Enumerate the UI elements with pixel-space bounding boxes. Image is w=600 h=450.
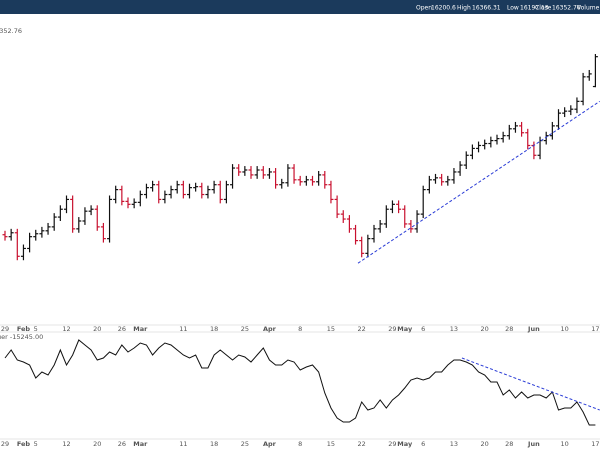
x-tick-label: 29 — [388, 325, 396, 333]
header: Open 16200.6 High 16366.31 Low 16197.13 … — [416, 5, 600, 12]
x-tick-label: May — [397, 325, 413, 333]
x-tick-label: 6 — [421, 440, 425, 448]
x-tick-label: 18 — [210, 325, 218, 333]
high-label: High — [457, 5, 471, 12]
x-tick-label: 17 — [591, 440, 599, 448]
x-tick-label: 20 — [93, 325, 101, 333]
x-tick-label: 5 — [34, 440, 38, 448]
x-tick-label: 5 — [34, 325, 38, 333]
indicator-label: uer -15245.00 — [0, 333, 43, 341]
low-label: Low — [507, 5, 519, 12]
x-tick-label: 20 — [481, 440, 489, 448]
x-tick-label: 11 — [179, 440, 187, 448]
x-tick-label: 10 — [561, 440, 569, 448]
open-label: Open — [416, 5, 432, 12]
x-tick-label: Jun — [527, 440, 540, 448]
x-tick-label: 20 — [93, 440, 101, 448]
x-tick-label: 29 — [1, 325, 9, 333]
x-tick-label: Mar — [133, 440, 148, 448]
x-tick-label: 22 — [358, 325, 366, 333]
x-tick-label: 15 — [327, 440, 335, 448]
x-tick-label: 13 — [450, 440, 458, 448]
x-tick-label: Apr — [263, 440, 277, 448]
x-tick-label: 29 — [388, 440, 396, 448]
x-tick-label: Feb — [17, 325, 31, 333]
x-tick-label: 20 — [481, 325, 489, 333]
close-value: 16352.76 — [552, 5, 581, 12]
x-tick-label: 8 — [298, 440, 302, 448]
trendline — [357, 100, 600, 264]
x-tick-label: 12 — [62, 440, 70, 448]
x-tick-label: Jun — [527, 325, 540, 333]
x-tick-label: 25 — [241, 440, 249, 448]
x-tick-label: 28 — [505, 440, 513, 448]
high-value: 16366.31 — [472, 5, 501, 12]
x-tick-label: 15 — [327, 325, 335, 333]
last-price: 16352.76 — [0, 27, 22, 35]
x-tick-label: 29 — [1, 440, 9, 448]
x-tick-label: Apr — [263, 325, 277, 333]
x-tick-label: Feb — [17, 440, 31, 448]
x-tick-label: Mar — [133, 325, 148, 333]
x-tick-label: 11 — [179, 325, 187, 333]
x-tick-label: 22 — [358, 440, 366, 448]
x-tick-label: 12 — [62, 325, 70, 333]
x-tick-label: 10 — [561, 325, 569, 333]
x-tick-label: 17 — [591, 325, 599, 333]
trendline — [461, 357, 600, 411]
x-tick-label: 8 — [298, 325, 302, 333]
open-value: 16200.6 — [431, 5, 456, 12]
indicator-line — [4, 339, 596, 426]
low-value: 16197.13 — [520, 5, 549, 12]
close-label: Close — [535, 5, 552, 12]
x-tick-label: 26 — [118, 325, 126, 333]
x-tick-label: 6 — [421, 325, 425, 333]
x-tick-label: May — [397, 440, 413, 448]
x-tick-label: 28 — [505, 325, 513, 333]
x-tick-label: 25 — [241, 325, 249, 333]
volume-label: Volume — [577, 5, 600, 12]
x-tick-label: 26 — [118, 440, 126, 448]
x-tick-label: 18 — [210, 440, 218, 448]
header-bar — [0, 0, 600, 14]
x-tick-label: 13 — [450, 325, 458, 333]
